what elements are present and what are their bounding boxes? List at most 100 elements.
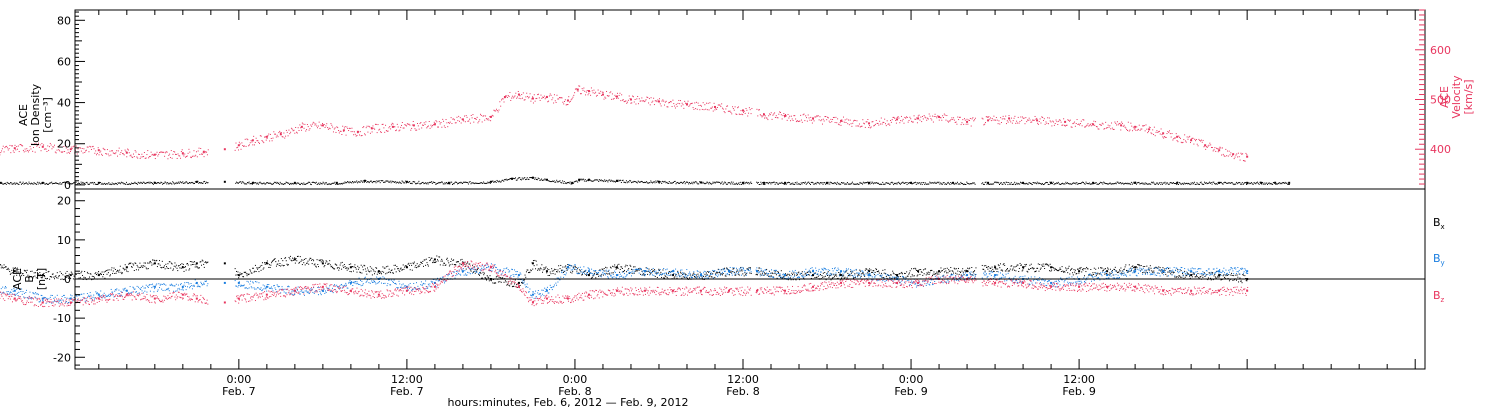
sample-dot	[594, 92, 596, 94]
sample-dot	[1020, 264, 1022, 266]
sample-dot	[954, 183, 956, 185]
sample-dot	[464, 181, 466, 183]
sample-dot	[921, 271, 923, 273]
sample-dot	[414, 266, 416, 268]
sample-dot	[546, 272, 548, 274]
sample-dot	[865, 182, 867, 184]
data-point	[391, 125, 394, 128]
sample-dot	[1107, 267, 1109, 269]
sample-dot	[736, 183, 738, 185]
sample-dot	[1029, 264, 1031, 266]
sample-dot	[548, 95, 550, 97]
data-point	[917, 117, 920, 120]
sample-dot	[615, 180, 617, 182]
sample-dot	[650, 272, 652, 274]
sample-dot	[676, 182, 678, 184]
sample-dot	[826, 273, 828, 275]
sample-dot	[110, 274, 112, 276]
sample-dot	[522, 282, 524, 284]
sample-dot	[994, 119, 996, 121]
sample-dot	[492, 115, 494, 117]
sample-dot	[1215, 183, 1217, 185]
sample-dot	[1007, 121, 1009, 123]
sample-dot	[500, 281, 502, 283]
sample-dot	[268, 133, 270, 135]
sample-dot	[278, 183, 280, 185]
sample-dot	[456, 182, 458, 184]
sample-dot	[1095, 268, 1097, 270]
sample-dot	[1140, 183, 1142, 185]
sample-dot	[817, 182, 819, 184]
sample-dot	[622, 179, 624, 181]
sample-dot	[1063, 270, 1065, 272]
sample-dot	[967, 183, 969, 185]
sample-dot	[352, 270, 354, 272]
sample-dot	[342, 182, 344, 184]
sample-dot	[304, 123, 306, 125]
sample-dot	[728, 182, 730, 184]
sample-dot	[1163, 271, 1165, 273]
data-point	[784, 114, 787, 117]
sample-dot	[458, 265, 460, 267]
sample-dot	[359, 134, 361, 136]
sample-dot	[358, 181, 360, 183]
sample-dot	[900, 120, 902, 122]
sample-dot	[675, 274, 677, 276]
sample-dot	[931, 182, 933, 184]
sample-dot	[55, 181, 57, 183]
sample-dot	[956, 181, 958, 183]
sample-dot	[929, 115, 931, 117]
sample-dot	[1088, 274, 1090, 276]
sample-dot	[1049, 263, 1051, 265]
sample-dot	[294, 182, 296, 184]
sample-dot	[249, 142, 251, 144]
sample-dot	[313, 122, 315, 124]
sample-dot	[782, 276, 784, 278]
sample-dot	[187, 264, 189, 266]
data-point	[237, 281, 240, 284]
sample-dot	[1128, 182, 1130, 184]
sample-dot	[1158, 269, 1160, 271]
sample-dot	[1084, 183, 1086, 185]
sample-dot	[148, 262, 150, 264]
sample-dot	[1071, 183, 1073, 185]
sample-dot	[860, 182, 862, 184]
sample-dot	[841, 277, 843, 279]
sample-dot	[888, 182, 890, 184]
sample-dot	[748, 183, 750, 185]
sample-dot	[894, 183, 896, 185]
sample-dot	[525, 179, 527, 181]
sample-dot	[516, 286, 518, 288]
sample-dot	[35, 272, 37, 274]
sample-dot	[377, 124, 379, 126]
sample-dot	[411, 264, 413, 266]
sample-dot	[1055, 183, 1057, 185]
sample-dot	[1118, 271, 1120, 273]
sample-dot	[36, 270, 38, 272]
sample-dot	[683, 181, 685, 183]
sample-dot	[1214, 276, 1216, 278]
sample-dot	[264, 136, 266, 138]
sample-dot	[945, 183, 947, 185]
sample-dot	[430, 181, 432, 183]
sample-dot	[90, 182, 92, 184]
sample-dot	[301, 129, 303, 131]
sample-dot	[660, 181, 662, 183]
sample-dot	[7, 268, 9, 270]
sample-dot	[1240, 183, 1242, 185]
sample-dot	[768, 276, 770, 278]
sample-dot	[1100, 124, 1102, 126]
sample-dot	[290, 183, 292, 185]
sample-dot	[82, 181, 84, 183]
sample-dot	[91, 279, 93, 281]
sample-dot	[262, 182, 264, 184]
sample-dot	[376, 273, 378, 275]
sample-dot	[494, 110, 496, 112]
sample-dot	[801, 272, 803, 274]
sample-dot	[436, 183, 438, 185]
data-point	[265, 262, 268, 265]
sample-dot	[1106, 273, 1108, 275]
sample-dot	[658, 268, 660, 270]
sample-dot	[267, 135, 269, 137]
data-point	[279, 133, 282, 136]
